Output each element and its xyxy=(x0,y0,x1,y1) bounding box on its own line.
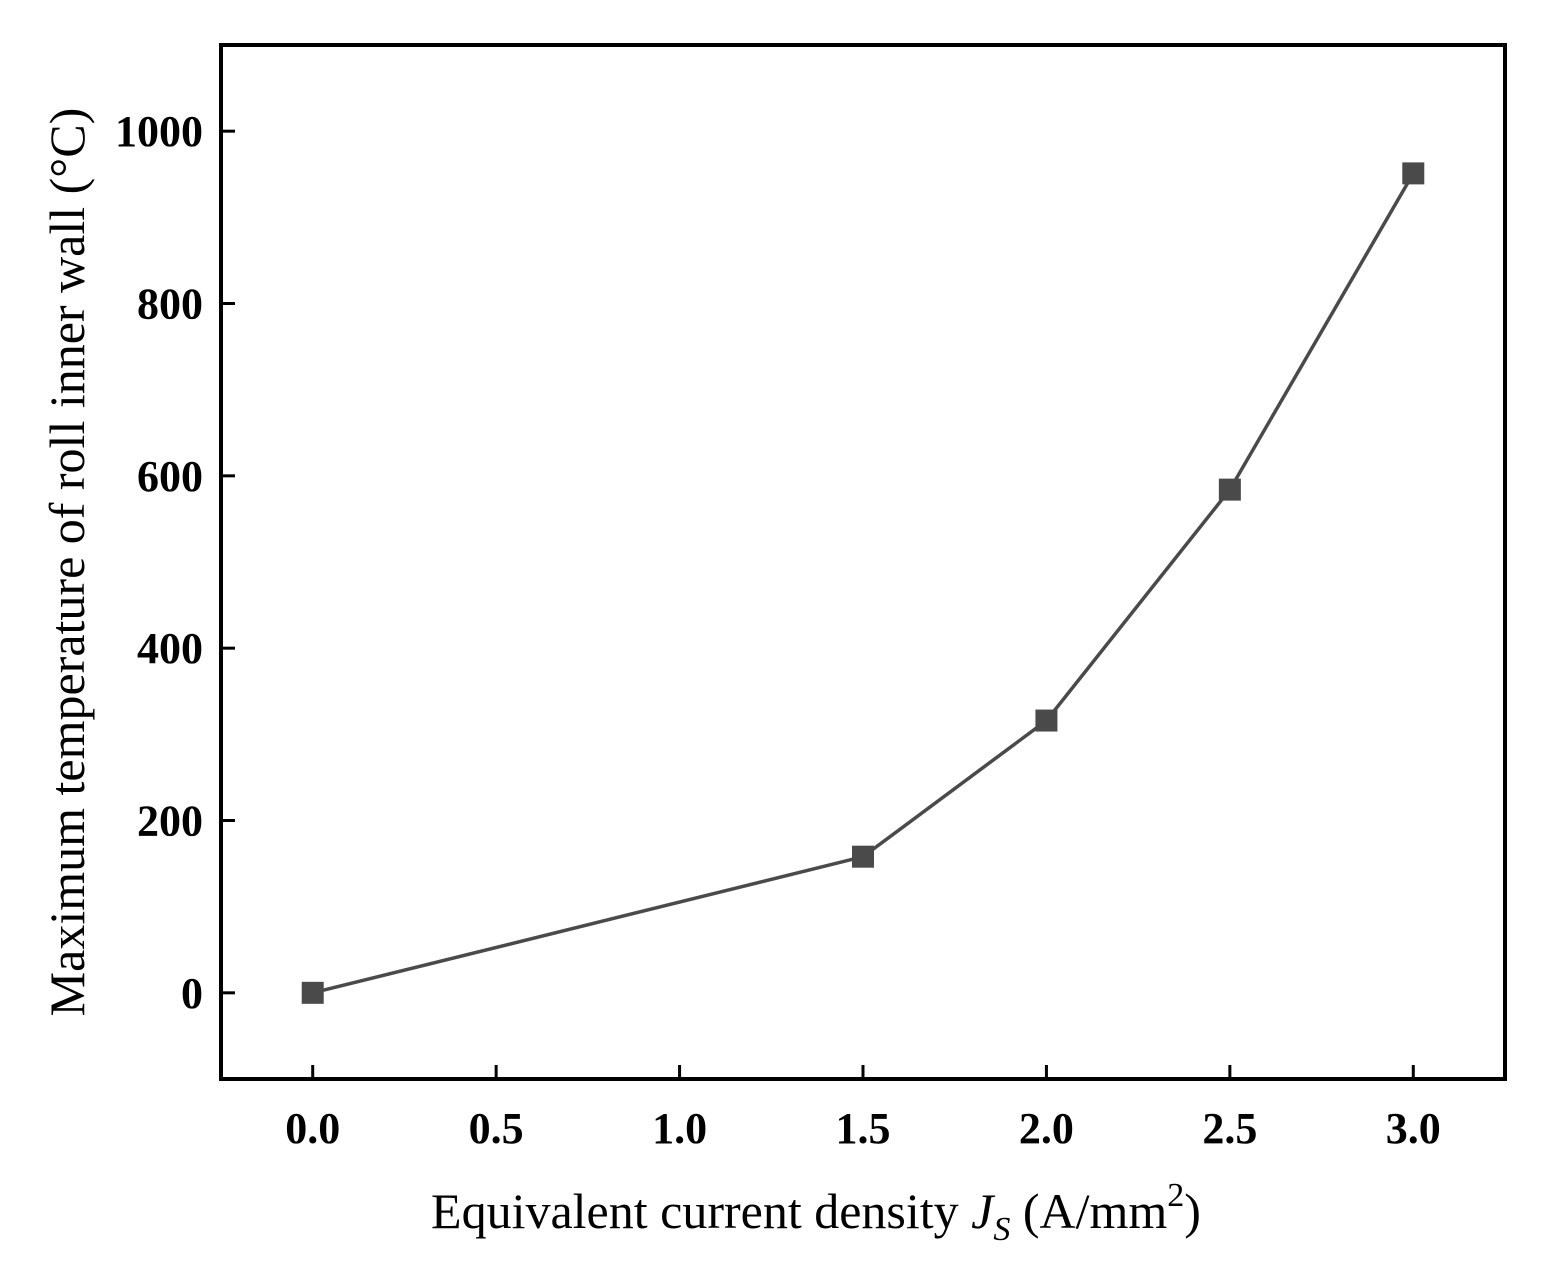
x-axis-symbol: J xyxy=(971,1183,996,1239)
x-axis-unit: (A/mm xyxy=(1023,1183,1168,1239)
plot-frame xyxy=(219,43,1507,1081)
x-tick-label: 2.5 xyxy=(1202,1104,1257,1153)
series-layer xyxy=(301,162,1425,1004)
x-axis-unit-close: ) xyxy=(1184,1183,1201,1239)
x-axis-title-text: Equivalent current density xyxy=(431,1183,959,1239)
data-point xyxy=(852,845,874,868)
x-tick-label: 1.5 xyxy=(836,1104,891,1153)
y-axis-title: Maximum temperature of roll inner wall (… xyxy=(39,108,95,1017)
y-tick-label: 1000 xyxy=(115,107,203,156)
data-point xyxy=(1402,162,1425,185)
x-tick-label: 0.5 xyxy=(469,1104,524,1153)
data-point xyxy=(301,981,324,1004)
x-axis-subscript: S xyxy=(993,1211,1010,1248)
ticks-layer: 0.0 0.5 1.0 1.5 2.0 2.5 3.0 0 200 400 600 800 1000 xyxy=(115,107,1441,1153)
data-point xyxy=(1035,709,1058,732)
x-axis-title: Equivalent current density JS (A/mm2) xyxy=(431,1177,1201,1248)
y-tick-label: 0 xyxy=(181,969,203,1018)
x-tick-label: 1.0 xyxy=(652,1104,707,1153)
x-tick-label: 2.0 xyxy=(1019,1104,1074,1153)
y-tick-label: 400 xyxy=(137,624,203,673)
series-line xyxy=(312,172,1415,995)
x-tick-label: 0.0 xyxy=(285,1104,340,1153)
y-tick-label: 800 xyxy=(137,280,203,329)
y-tick-label: 200 xyxy=(137,797,203,846)
y-tick-label: 600 xyxy=(137,452,203,501)
x-tick-label: 3.0 xyxy=(1386,1104,1441,1153)
data-point xyxy=(1218,478,1241,501)
x-axis-unit-sup: 2 xyxy=(1167,1177,1184,1214)
